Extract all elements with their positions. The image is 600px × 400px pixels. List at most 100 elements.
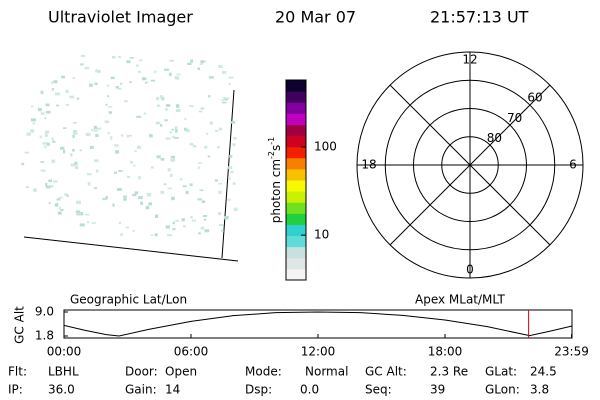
- speckle: [57, 211, 62, 215]
- speckle: [76, 213, 81, 216]
- speckle: [170, 158, 175, 162]
- colorbar-swatch: [286, 157, 306, 170]
- info-value: Open: [165, 365, 197, 379]
- speckle: [145, 205, 150, 210]
- speckle: [175, 219, 179, 222]
- speckle: [120, 233, 123, 237]
- speckle: [55, 92, 60, 96]
- speckle: [102, 197, 108, 200]
- speckle: [227, 176, 231, 180]
- speckle: [198, 232, 201, 235]
- speckle: [112, 56, 116, 59]
- left-label: Geographic Lat/Lon: [70, 293, 187, 307]
- speckle: [180, 178, 183, 181]
- speckle: [98, 70, 101, 73]
- speckle: [138, 196, 143, 199]
- speckle: [125, 226, 130, 229]
- speckle: [44, 145, 47, 148]
- speckle: [85, 132, 91, 137]
- speckle: [126, 134, 129, 138]
- label-part: -2: [267, 151, 276, 159]
- speckle: [30, 118, 36, 122]
- speckle: [171, 128, 175, 131]
- colorbar-frame: [285, 79, 307, 281]
- speckle: [174, 137, 179, 139]
- speckle: [115, 150, 120, 154]
- speckle: [80, 63, 84, 66]
- speckle: [86, 173, 92, 176]
- speckle: [154, 233, 158, 237]
- speckle: [187, 62, 192, 65]
- x-tick-label: 18:00: [428, 345, 463, 359]
- speckle: [74, 161, 78, 166]
- colorbar-swatch: [286, 135, 306, 148]
- speckle: [233, 207, 238, 212]
- info-label: GLat:: [485, 365, 517, 379]
- speckle: [108, 111, 113, 114]
- plot-frame: [63, 309, 573, 339]
- speckle: [72, 131, 78, 135]
- speckle: [230, 170, 234, 174]
- info-value: 2.3 Re: [430, 365, 468, 379]
- speckle: [58, 196, 63, 199]
- speckle: [115, 86, 119, 89]
- speckle: [123, 198, 127, 201]
- speckle: [108, 106, 113, 108]
- speckle: [199, 189, 204, 192]
- speckle: [218, 224, 224, 227]
- speckle: [113, 171, 118, 174]
- mlt-label: 0: [466, 263, 474, 277]
- colorbar-swatch: [286, 168, 306, 181]
- speckle: [134, 150, 137, 153]
- speckle: [164, 119, 168, 122]
- speckle: [132, 193, 137, 197]
- info-value: 39: [430, 383, 445, 397]
- speckle: [138, 175, 141, 180]
- speckle: [21, 162, 25, 166]
- speckle: [160, 158, 165, 161]
- speckle: [171, 135, 175, 138]
- speckle: [181, 218, 185, 222]
- speckle: [185, 190, 189, 195]
- speckle: [223, 215, 229, 220]
- colorbar-swatch: [286, 91, 306, 103]
- colorbar-swatch: [286, 124, 306, 137]
- mlt-label: 18: [361, 158, 376, 172]
- speckle: [110, 76, 115, 80]
- speckle: [120, 134, 124, 137]
- speckle: [169, 131, 173, 134]
- speckle: [156, 104, 161, 107]
- speckle: [191, 219, 197, 222]
- speckle: [198, 110, 203, 113]
- info-value: 14: [165, 383, 180, 397]
- speckle: [123, 195, 127, 198]
- speckle: [81, 55, 86, 58]
- speckle: [51, 159, 56, 163]
- info-value: 36.0: [48, 383, 75, 397]
- colorbar-swatch: [286, 191, 306, 203]
- colorbar-swatch: [286, 102, 306, 114]
- speckle: [26, 132, 31, 136]
- speckle: [184, 118, 187, 120]
- speckle: [48, 201, 51, 204]
- speckle: [174, 129, 178, 133]
- speckle: [168, 72, 172, 77]
- speckle: [45, 185, 51, 189]
- speckle: [144, 81, 148, 84]
- speckle: [189, 183, 193, 187]
- colorbar-swatch: [286, 80, 306, 92]
- speckle: [44, 134, 48, 137]
- speckle: [228, 83, 231, 85]
- colorbar-swatch: [286, 257, 306, 270]
- speckle: [183, 225, 186, 228]
- speckle: [229, 154, 233, 158]
- speckle: [89, 145, 94, 149]
- speckle: [69, 95, 75, 99]
- speckle: [232, 143, 236, 147]
- speckle: [221, 99, 224, 101]
- speckle: [72, 134, 75, 139]
- speckle: [44, 117, 47, 120]
- date: 20 Mar 07: [275, 8, 356, 27]
- speckle: [228, 76, 234, 79]
- speckle: [46, 142, 50, 146]
